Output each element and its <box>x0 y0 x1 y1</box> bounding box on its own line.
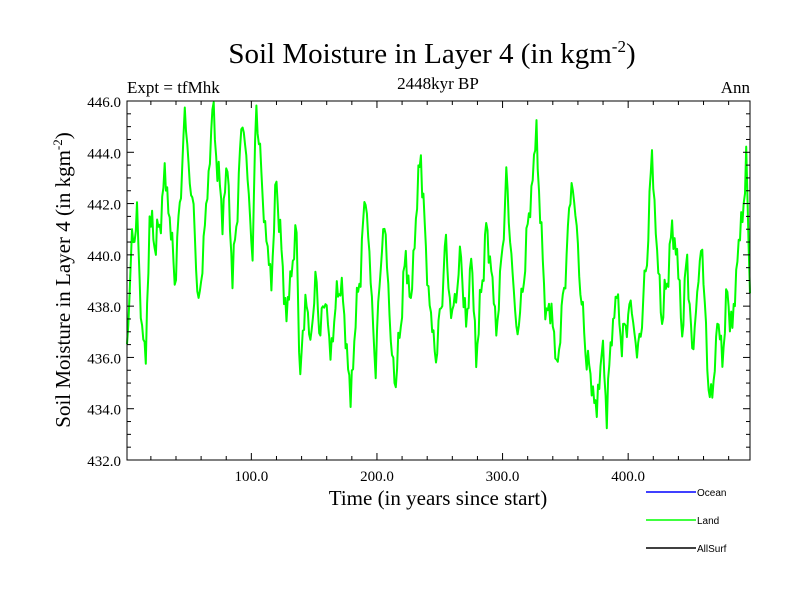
x-axis-label: Time (in years since start) <box>329 486 548 510</box>
series-line-land <box>126 101 751 430</box>
plot-area <box>126 101 751 430</box>
y-tick-label: 440.0 <box>87 249 121 265</box>
y-tick-label: 434.0 <box>87 403 121 419</box>
x-tick-label: 100.0 <box>234 469 268 485</box>
y-tick-label: 444.0 <box>87 146 121 162</box>
chart-subtitle: 2448kyr BP <box>397 74 479 93</box>
legend-label-ocean: Ocean <box>697 488 726 499</box>
experiment-label: Expt = tfMhk <box>127 78 220 97</box>
y-tick-label: 432.0 <box>87 454 121 470</box>
legend: Ocean Land AllSurf <box>646 488 727 555</box>
axis-ticks <box>127 100 750 461</box>
x-tick-label: 300.0 <box>486 469 520 485</box>
legend-label-allsurf: AllSurf <box>697 544 727 555</box>
plot-frame <box>126 100 751 461</box>
season-label: Ann <box>721 78 751 97</box>
axis-tick-labels: 432.0 434.0 436.0 438.0 440.0 442.0 444.0 446.0… <box>87 95 645 485</box>
y-tick-label: 436.0 <box>87 351 121 367</box>
x-tick-label: 400.0 <box>611 469 645 485</box>
x-tick-label: 200.0 <box>360 469 394 485</box>
y-axis-label: Soil Moisture in Layer 4 (in kgm-2) <box>50 132 75 427</box>
legend-label-land: Land <box>697 516 719 527</box>
y-tick-label: 438.0 <box>87 300 121 316</box>
chart-title: Soil Moisture in Layer 4 (in kgm-2) <box>228 37 635 70</box>
y-tick-label: 446.0 <box>87 95 121 111</box>
y-tick-label: 442.0 <box>87 198 121 214</box>
